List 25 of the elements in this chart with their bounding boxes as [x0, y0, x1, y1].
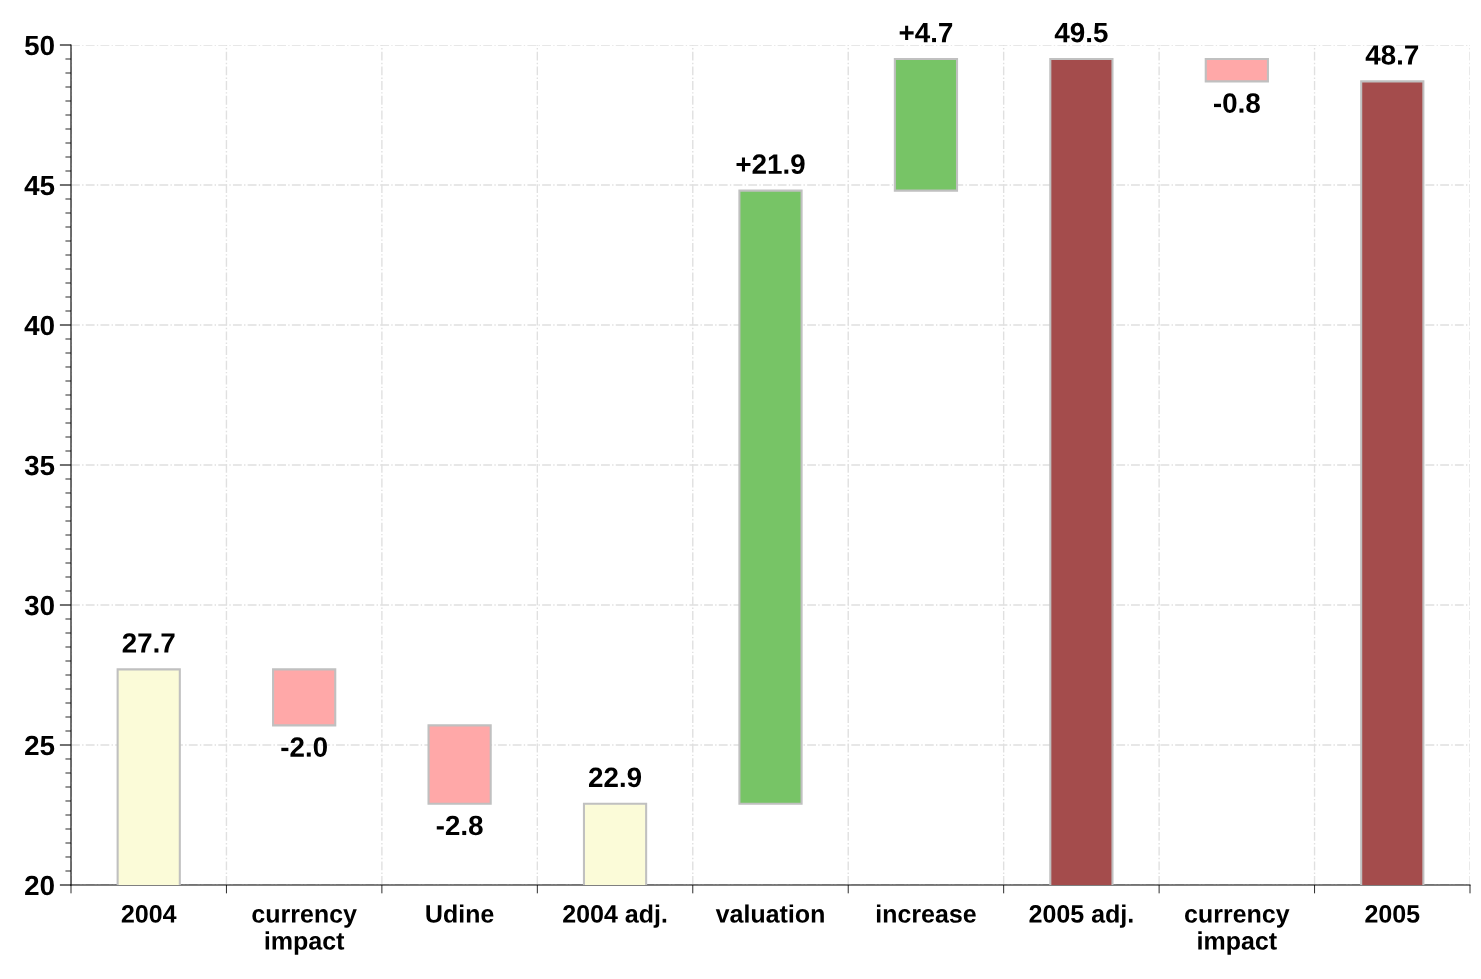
x-tick-label: 2005 [1365, 905, 1420, 923]
y-tick-label: 20 [25, 875, 54, 896]
y-tick-label: 30 [24, 595, 54, 616]
y-tick-label: 45 [24, 175, 55, 196]
data-label: -2.8 [436, 815, 483, 836]
x-tick-label: currency impact [1185, 909, 1290, 955]
data-label: 22.9 [588, 767, 642, 788]
data-label: +21.9 [736, 154, 805, 174]
x-tick-label: 2005 adj. [1029, 904, 1133, 928]
y-tick-label: 50 [24, 35, 54, 56]
data-label: -2.0 [281, 737, 327, 757]
x-tick-label: currency impact [252, 909, 357, 955]
data-label: +4.7 [899, 23, 953, 43]
x-tick-label: 2004 [121, 905, 177, 923]
y-tick-label: 40 [24, 315, 54, 336]
data-label: 49.5 [1054, 22, 1108, 43]
data-label: -0.8 [1213, 93, 1260, 113]
data-label: 27.7 [122, 633, 175, 653]
x-tick-label: valuation [715, 904, 824, 923]
y-tick-label: 35 [24, 455, 55, 476]
y-tick-label: 25 [25, 735, 55, 756]
x-tick-label: Udine [426, 904, 494, 923]
x-tick-label: 2004 adj. [563, 904, 667, 928]
x-tick-label: increase [876, 904, 976, 923]
data-label: 48.7 [1365, 45, 1419, 65]
